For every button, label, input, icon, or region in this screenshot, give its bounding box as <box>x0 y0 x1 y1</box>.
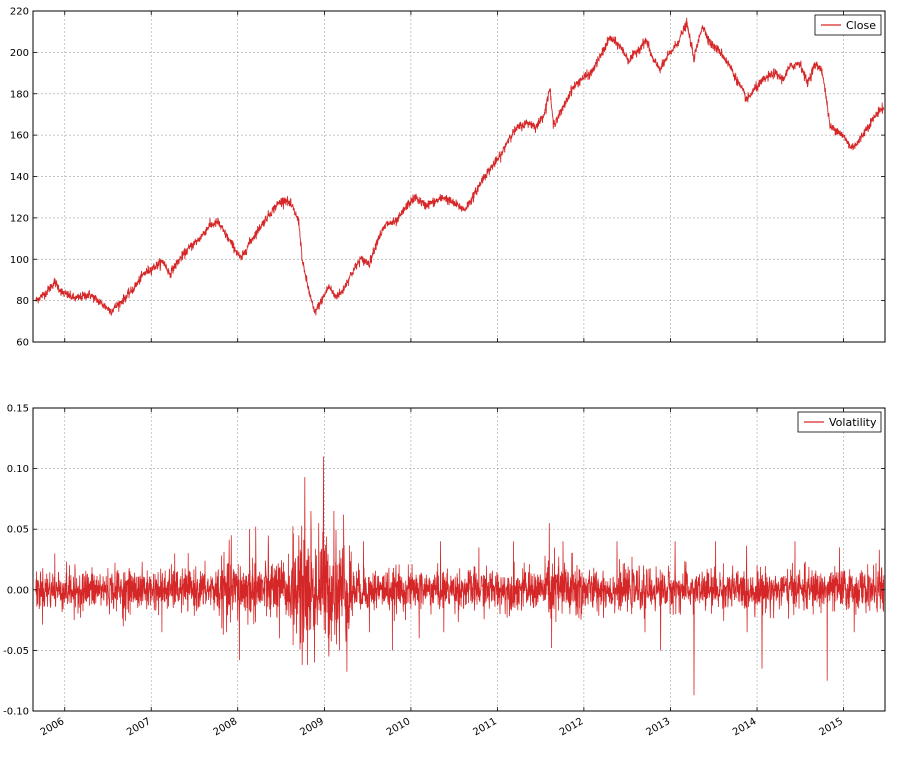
volatility-chart-x-ticks: 2006 2007 2008 2009 2010 2011 2012 2013 2014 2015 <box>39 408 845 738</box>
y-tick-label: 120 <box>10 213 29 224</box>
x-tick-label: 2011 <box>471 716 499 738</box>
x-tick-label: 2012 <box>558 716 586 738</box>
x-tick-label: 2007 <box>125 716 153 738</box>
y-tick-label: 140 <box>10 172 29 183</box>
x-tick-label: 2013 <box>645 716 673 738</box>
y-tick-label: 0.10 <box>7 464 29 475</box>
y-tick-label: 180 <box>10 89 29 100</box>
y-tick-label: 80 <box>16 296 29 307</box>
x-tick-label: 2014 <box>731 716 759 738</box>
x-tick-label: 2006 <box>39 716 67 738</box>
legend-box <box>814 14 882 36</box>
x-tick-label: 2010 <box>385 716 413 738</box>
y-tick-label: 0.05 <box>7 525 29 536</box>
y-tick-label: 100 <box>10 255 29 266</box>
legend-label-close: Close <box>846 19 876 32</box>
y-tick-label: -0.05 <box>3 646 29 657</box>
volatility-chart-frame <box>32 407 886 712</box>
volatility-chart-y-ticks: -0.10 -0.05 0.00 0.05 0.10 0.15 <box>3 404 885 718</box>
close-price-chart: 60 80 100 120 140 160 180 200 220 Close <box>10 7 886 349</box>
volatility-chart: 2006 2007 2008 2009 2010 2011 2012 2013 2014 2015… <box>3 404 886 738</box>
volatility-series-line <box>35 456 885 696</box>
close-chart-x-ticks <box>64 11 844 342</box>
y-tick-label: 60 <box>16 338 29 349</box>
y-tick-label: 220 <box>10 7 29 18</box>
close-series-line <box>35 17 885 316</box>
volatility-chart-grid <box>33 408 885 711</box>
close-chart-y-ticks: 60 80 100 120 140 160 180 200 220 <box>10 7 885 349</box>
y-tick-label: -0.10 <box>3 707 29 718</box>
close-chart-legend: Close <box>814 14 882 36</box>
y-tick-label: 200 <box>10 48 29 59</box>
legend-label-volatility: Volatility <box>829 416 877 429</box>
x-tick-label: 2015 <box>817 716 845 738</box>
x-tick-label: 2008 <box>212 716 240 738</box>
close-chart-series <box>35 17 885 316</box>
y-tick-label: 0.15 <box>7 404 29 415</box>
volatility-chart-series <box>35 456 885 696</box>
volatility-chart-legend: Volatility <box>797 411 882 433</box>
y-tick-label: 160 <box>10 131 29 142</box>
x-tick-label: 2009 <box>298 716 326 738</box>
y-tick-label: 0.00 <box>7 585 29 596</box>
legend-box <box>797 411 882 433</box>
close-chart-grid <box>33 11 885 342</box>
